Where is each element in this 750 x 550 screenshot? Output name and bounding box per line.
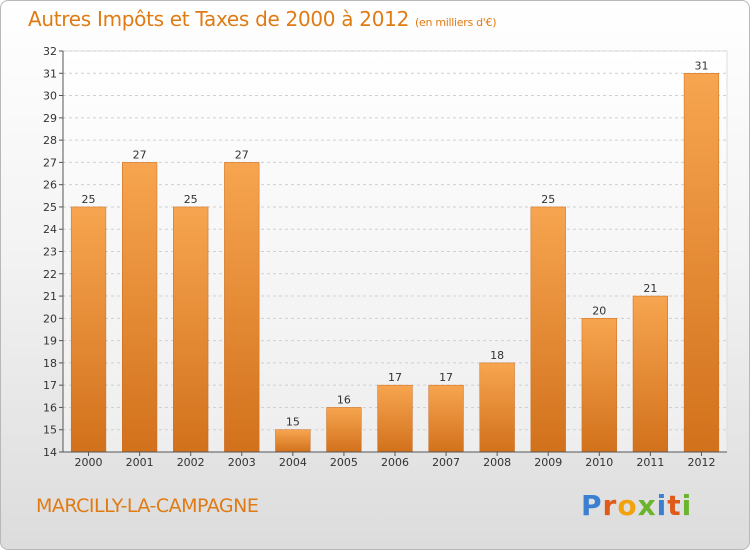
x-tick-label: 2008 <box>483 456 511 469</box>
y-tick-label: 25 <box>43 201 57 214</box>
y-tick-label: 27 <box>43 156 57 169</box>
bar <box>581 318 617 453</box>
chart-title-text: Autres Impôts et Taxes de 2000 à 2012 <box>28 7 409 31</box>
chart-subtitle: (en milliers d'€) <box>415 16 497 29</box>
bar <box>70 206 107 453</box>
logo-letter: o <box>617 489 638 522</box>
y-tick-label: 15 <box>43 424 57 437</box>
y-tick-label: 28 <box>43 134 57 147</box>
bar <box>632 295 669 453</box>
y-tick-label: 26 <box>43 179 57 192</box>
x-axis: 2000 2001 2002 2003 2004 2005 2006 2007 2008 2009… <box>63 451 727 469</box>
x-tick-label: 2005 <box>330 456 358 469</box>
logo-letter: i <box>681 489 693 522</box>
y-tick-label: 31 <box>43 67 57 80</box>
bar <box>224 162 260 453</box>
bar <box>326 407 362 453</box>
x-tick-label: 2003 <box>228 456 256 469</box>
y-tick-label: 16 <box>43 401 57 414</box>
data-label: 31 <box>694 59 708 72</box>
bar <box>121 162 158 453</box>
y-tick-label: 29 <box>43 112 57 125</box>
x-tick-label: 2007 <box>432 456 460 469</box>
data-label: 16 <box>337 393 351 406</box>
bar <box>275 429 311 453</box>
y-tick-label: 20 <box>43 312 57 325</box>
x-tick-label: 2000 <box>75 456 103 469</box>
x-tick-label: 2006 <box>381 456 409 469</box>
bar <box>428 384 464 453</box>
logo-letter: r <box>602 489 618 522</box>
y-tick-label: 24 <box>43 223 57 236</box>
x-tick-label: 2010 <box>585 456 613 469</box>
data-label: 18 <box>490 349 504 362</box>
data-label: 25 <box>541 193 555 206</box>
data-label: 27 <box>133 148 147 161</box>
logo-letter: i <box>656 489 668 522</box>
data-label: 21 <box>643 282 657 295</box>
x-tick-label: 2012 <box>687 456 715 469</box>
bar <box>173 206 209 453</box>
y-tick-label: 14 <box>43 446 57 459</box>
logo-letter: x <box>637 489 657 522</box>
y-tick-label: 19 <box>43 335 57 348</box>
y-tick-label: 22 <box>43 268 57 281</box>
data-label: 15 <box>286 416 300 429</box>
data-label: 27 <box>235 148 249 161</box>
y-tick-label: 23 <box>43 246 57 259</box>
bar <box>530 206 566 453</box>
bars: 25 27 25 27 15 16 17 17 18 25 20 21 31 <box>70 59 720 453</box>
x-tick-label: 2009 <box>534 456 562 469</box>
y-tick-label: 32 <box>43 45 57 58</box>
data-label: 20 <box>592 304 606 317</box>
y-tick-label: 21 <box>43 290 57 303</box>
commune-name: MARCILLY-LA-CAMPAGNE <box>36 495 259 517</box>
bar <box>683 73 720 453</box>
x-tick-label: 2002 <box>177 456 205 469</box>
data-label: 17 <box>439 371 453 384</box>
y-tick-label: 17 <box>43 379 57 392</box>
x-tick-label: 2011 <box>636 456 664 469</box>
logo-letter: t <box>667 489 682 522</box>
data-label: 25 <box>184 193 198 206</box>
x-tick-label: 2004 <box>279 456 307 469</box>
proxiti-logo: Proxiti <box>581 489 692 522</box>
y-tick-label: 18 <box>43 357 57 370</box>
chart-title: Autres Impôts et Taxes de 2000 à 2012 (en… <box>28 7 496 31</box>
x-tick-label: 2001 <box>126 456 154 469</box>
y-axis: 14 15 16 17 18 19 20 21 22 23 24 25 26 27 28 29 30 31 32 <box>43 45 64 459</box>
bar <box>479 362 515 453</box>
data-label: 17 <box>388 371 402 384</box>
logo-letter: P <box>581 489 603 522</box>
y-tick-label: 30 <box>43 90 57 103</box>
bar <box>377 384 413 453</box>
data-label: 25 <box>82 193 96 206</box>
